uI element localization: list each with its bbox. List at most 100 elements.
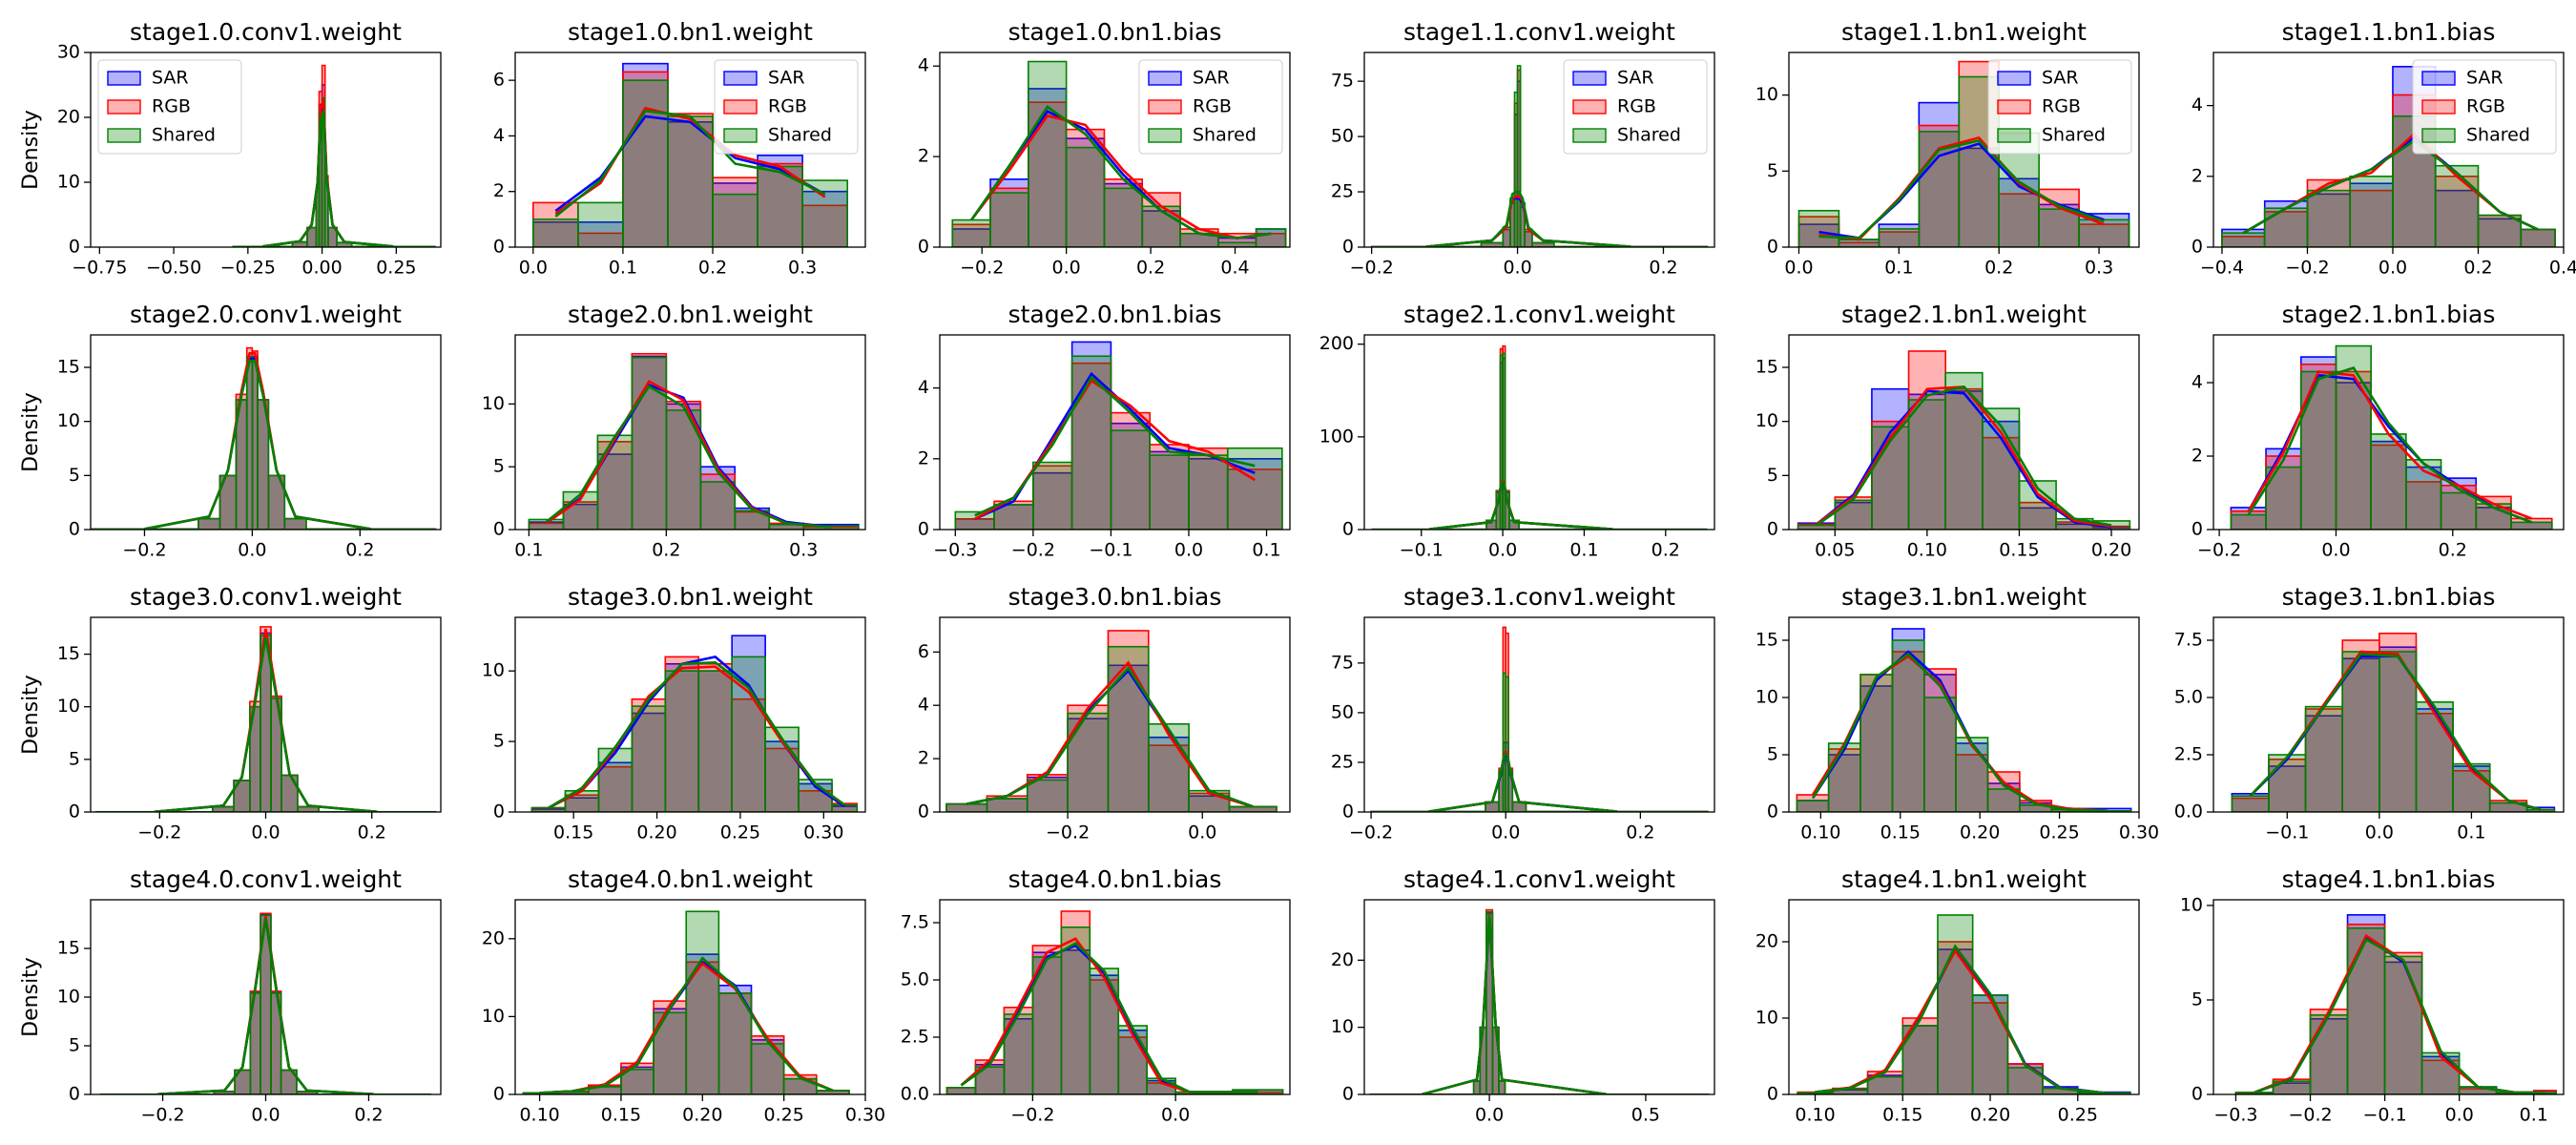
y-tick-label: 7.5 <box>901 912 929 933</box>
x-tick-label: 0.0 <box>1161 1105 1190 1126</box>
subplot-title: stage4.1.bn1.bias <box>2282 865 2496 893</box>
histogram-bar <box>1866 1075 1904 1094</box>
y-tick-label: 10 <box>482 1006 505 1027</box>
y-tick-label: 0 <box>69 237 80 258</box>
x-tick-label: −0.1 <box>2265 822 2309 843</box>
x-tick-label: 0.30 <box>2119 822 2159 843</box>
subplot: 0.15 0.20 0.25 0.30 0 5 10 stage3.0.bn1.weight <box>482 583 866 843</box>
subplot-title: stage3.1.conv1.weight <box>1403 583 1675 611</box>
kde-line <box>1422 914 1608 1094</box>
histogram-bar <box>2346 923 2386 1094</box>
histogram-bar <box>1907 399 1946 530</box>
subplot-title: stage4.1.conv1.weight <box>1403 865 1675 893</box>
histogram-bar <box>2263 207 2309 247</box>
axes-frame <box>1363 616 1715 813</box>
y-tick-label: 75 <box>1331 71 1354 92</box>
subplot: −0.3 −0.2 −0.1 0.0 0.1 0 2 4 stage2.0.bn1.bias <box>918 301 1291 561</box>
subplot-title: stage2.0.bn1.weight <box>568 301 813 328</box>
histogram-bar <box>267 474 286 530</box>
histogram-bar <box>1026 779 1069 812</box>
histogram-bar <box>1878 228 1921 247</box>
histogram-bar <box>1028 60 1068 247</box>
legend-box <box>1563 59 1708 155</box>
histogram-bar <box>1188 454 1229 530</box>
x-tick-label: 0.0 <box>238 540 266 561</box>
subplot: −0.2 0.0 0.2 0.4024stage1.0.bn1.biasSARRGBS… <box>918 18 1291 279</box>
y-tick-label: 10 <box>57 987 80 1008</box>
x-tick-label: 0.0 <box>251 1105 280 1126</box>
x-tick-label: 0.30 <box>803 822 843 843</box>
axes-frame <box>1788 334 2140 531</box>
histogram-bar <box>1505 676 1509 812</box>
plot-area <box>99 912 432 1094</box>
x-tick-label: −0.2 <box>2285 258 2329 279</box>
kde-line <box>2242 139 2539 235</box>
histogram-bar <box>653 1000 688 1094</box>
legend-label: RGB <box>768 96 807 117</box>
x-tick-label: −0.1 <box>1089 540 1132 561</box>
plot-area <box>1370 626 1709 812</box>
axes-frame <box>1363 52 1715 248</box>
plot-area <box>1797 914 2131 1094</box>
histogram-bar <box>989 192 1029 247</box>
x-tick-label: 0.0 <box>1491 822 1520 843</box>
histogram-bar <box>801 190 848 247</box>
histogram-bar <box>1958 147 2000 247</box>
x-tick-label: −0.2 <box>1350 258 1394 279</box>
x-tick-label: 0.0 <box>251 822 280 843</box>
histogram-bar <box>1032 461 1073 530</box>
y-tick-label: 0 <box>918 802 929 822</box>
histogram-bar <box>2299 356 2337 530</box>
subplot: −0.2 0.0 0.2 0 25 50 75 stage1.1.conv1.weight SA… <box>1331 18 1715 279</box>
y-tick-label: 5.0 <box>901 969 929 990</box>
x-tick-label: 0.0 <box>1052 258 1081 279</box>
legend-label: SAR <box>768 68 805 89</box>
histogram-bar <box>1944 390 1984 530</box>
subplot-title: stage4.0.bn1.weight <box>568 865 813 893</box>
y-tick-label: 20 <box>57 107 80 128</box>
histogram-bar <box>667 115 714 247</box>
histogram-bar <box>1107 645 1150 812</box>
legend-swatch <box>107 71 141 86</box>
histogram-bar <box>2268 754 2307 812</box>
y-tick-label: 0 <box>1767 519 1778 540</box>
kde-line <box>539 956 834 1094</box>
x-tick-label: 0.0 <box>2445 1105 2474 1126</box>
x-tick-label: 0.10 <box>1907 540 1947 561</box>
kde-line <box>1816 385 2112 527</box>
histogram-bar <box>1141 205 1181 247</box>
axes-frame <box>514 334 866 531</box>
y-tick-label: 50 <box>1331 126 1354 147</box>
histogram-bar <box>1149 444 1190 530</box>
kde-line <box>970 114 1272 239</box>
x-tick-label: −0.2 <box>1046 822 1090 843</box>
plot-area <box>1369 908 1710 1094</box>
subplot-title: stage1.0.conv1.weight <box>130 18 402 46</box>
legend-swatch <box>1572 128 1607 143</box>
x-tick-label: 0.0 <box>519 258 548 279</box>
y-tick-label: 6 <box>493 70 505 91</box>
kde-line <box>2247 366 2532 524</box>
y-tick-label: 2.5 <box>901 1027 929 1048</box>
y-tick-label: 0 <box>1342 237 1354 258</box>
x-tick-label: 0.1 <box>1252 540 1280 561</box>
y-tick-label: 0 <box>2192 519 2203 540</box>
y-tick-label: 10 <box>1755 410 1778 431</box>
kde-line <box>974 375 1256 517</box>
axes-frame <box>1788 616 2140 813</box>
histogram-bar <box>1060 910 1091 1094</box>
histogram-bar <box>2349 182 2394 247</box>
subplot-title: stage3.1.bn1.bias <box>2282 583 2496 611</box>
x-tick-label: 0.2 <box>345 540 374 561</box>
histogram-bar <box>2230 513 2267 530</box>
legend-label: SAR <box>152 68 189 89</box>
histogram-bar <box>802 525 860 530</box>
x-tick-label: 0.25 <box>2039 822 2079 843</box>
plot-area <box>530 635 859 812</box>
subplot-title: stage3.0.bn1.bias <box>1008 583 1222 611</box>
histogram-bar <box>1188 458 1229 530</box>
x-tick-label: 0.2 <box>1136 258 1165 279</box>
x-tick-label: 0.2 <box>2463 258 2492 279</box>
kde-line <box>144 359 371 530</box>
